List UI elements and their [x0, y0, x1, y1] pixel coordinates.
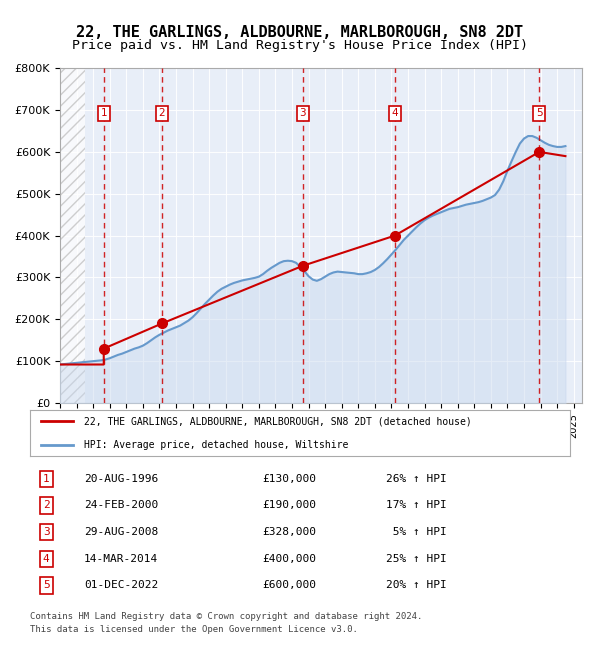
Text: 22, THE GARLINGS, ALDBOURNE, MARLBOROUGH, SN8 2DT (detached house): 22, THE GARLINGS, ALDBOURNE, MARLBOROUGH…: [84, 416, 472, 426]
Text: 26% ↑ HPI: 26% ↑ HPI: [386, 474, 447, 484]
Text: 1: 1: [43, 474, 50, 484]
Text: 20-AUG-1996: 20-AUG-1996: [84, 474, 158, 484]
Text: 5% ↑ HPI: 5% ↑ HPI: [386, 527, 447, 537]
Text: 22, THE GARLINGS, ALDBOURNE, MARLBOROUGH, SN8 2DT: 22, THE GARLINGS, ALDBOURNE, MARLBOROUGH…: [76, 25, 524, 40]
Text: This data is licensed under the Open Government Licence v3.0.: This data is licensed under the Open Gov…: [30, 625, 358, 634]
Text: 20% ↑ HPI: 20% ↑ HPI: [386, 580, 447, 590]
Text: 3: 3: [43, 527, 50, 537]
Text: £600,000: £600,000: [262, 580, 316, 590]
Text: 01-DEC-2022: 01-DEC-2022: [84, 580, 158, 590]
Text: 25% ↑ HPI: 25% ↑ HPI: [386, 554, 447, 564]
Text: 14-MAR-2014: 14-MAR-2014: [84, 554, 158, 564]
Text: Price paid vs. HM Land Registry's House Price Index (HPI): Price paid vs. HM Land Registry's House …: [72, 39, 528, 52]
Text: Contains HM Land Registry data © Crown copyright and database right 2024.: Contains HM Land Registry data © Crown c…: [30, 612, 422, 621]
Text: £400,000: £400,000: [262, 554, 316, 564]
Text: £328,000: £328,000: [262, 527, 316, 537]
Text: 5: 5: [43, 580, 50, 590]
Text: 4: 4: [391, 109, 398, 118]
Text: 5: 5: [536, 109, 542, 118]
Text: 4: 4: [43, 554, 50, 564]
Text: 2: 2: [158, 109, 165, 118]
Text: 29-AUG-2008: 29-AUG-2008: [84, 527, 158, 537]
Bar: [60, 68, 85, 403]
Text: HPI: Average price, detached house, Wiltshire: HPI: Average price, detached house, Wilt…: [84, 439, 349, 450]
Text: 17% ↑ HPI: 17% ↑ HPI: [386, 500, 447, 510]
Text: 24-FEB-2000: 24-FEB-2000: [84, 500, 158, 510]
Text: £130,000: £130,000: [262, 474, 316, 484]
Text: 2: 2: [43, 500, 50, 510]
Text: 1: 1: [100, 109, 107, 118]
Text: £190,000: £190,000: [262, 500, 316, 510]
Text: 3: 3: [299, 109, 306, 118]
